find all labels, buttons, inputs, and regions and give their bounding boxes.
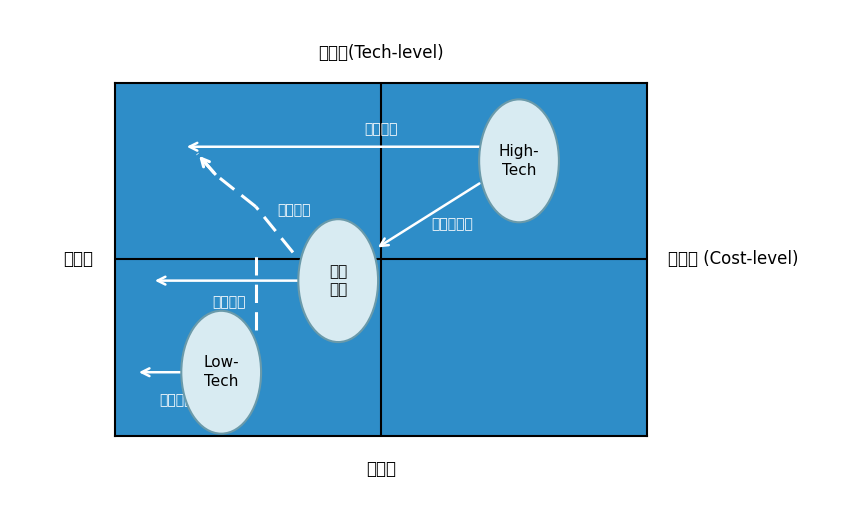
Text: 저비용화: 저비용화 — [159, 393, 193, 407]
Text: 고비용 (Cost-level): 고비용 (Cost-level) — [667, 251, 797, 268]
Text: 저비용: 저비용 — [64, 251, 94, 268]
Ellipse shape — [479, 99, 558, 222]
Text: 중간
기술: 중간 기술 — [329, 264, 347, 298]
Text: 스마트화: 스마트화 — [276, 203, 310, 217]
Ellipse shape — [181, 311, 261, 434]
Text: 고수준(Tech-level): 고수준(Tech-level) — [318, 44, 443, 62]
Ellipse shape — [298, 219, 378, 342]
Text: 적정기술화: 적정기술화 — [431, 217, 473, 231]
Text: 저비용화: 저비용화 — [212, 295, 245, 309]
Text: 저수준: 저수준 — [365, 460, 395, 479]
Text: 저비용화: 저비용화 — [363, 122, 397, 136]
Text: High-
Tech: High- Tech — [499, 144, 539, 178]
Text: Low-
Tech: Low- Tech — [203, 356, 238, 389]
